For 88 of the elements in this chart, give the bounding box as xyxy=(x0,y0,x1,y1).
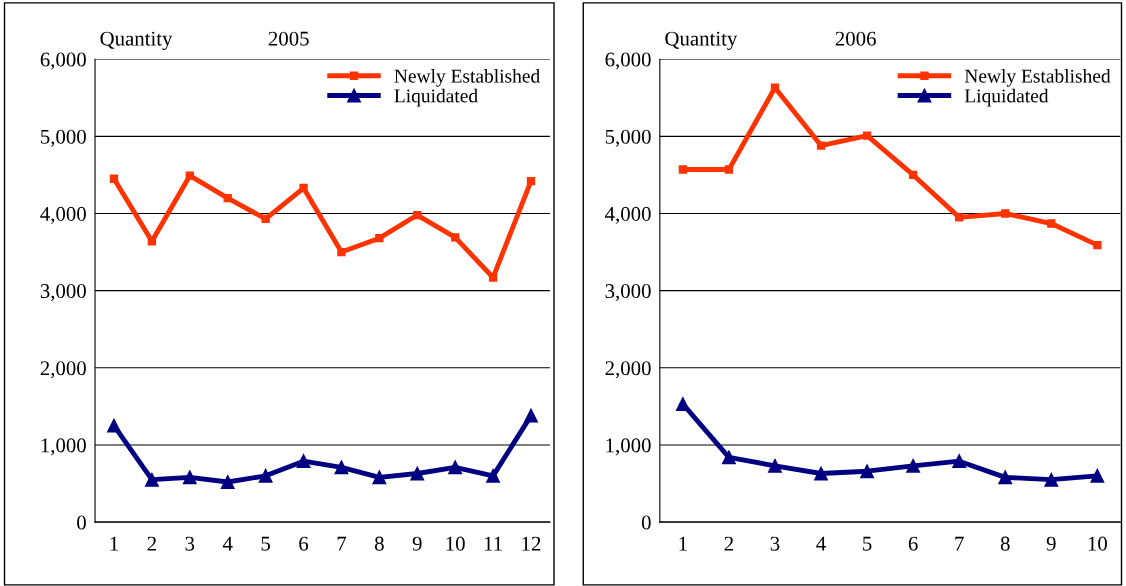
point xyxy=(261,214,270,224)
point xyxy=(814,466,828,481)
y-tick-label: 5,000 xyxy=(41,129,86,147)
y-tick-label: 3,000 xyxy=(40,284,86,302)
x-tick-label: 9 xyxy=(412,536,422,551)
point xyxy=(678,165,688,174)
point xyxy=(220,475,235,489)
point xyxy=(299,183,308,193)
point xyxy=(770,83,780,92)
x-tick-label: 1 xyxy=(110,536,118,551)
legend-label: Newly Established xyxy=(394,69,540,87)
legend-label: Liquidated xyxy=(964,88,1049,107)
point xyxy=(860,464,875,479)
point xyxy=(906,458,921,473)
point xyxy=(908,170,918,180)
point xyxy=(1044,472,1059,487)
point xyxy=(862,131,872,140)
point xyxy=(375,234,384,243)
y-tick-label: 1,000 xyxy=(606,438,651,456)
x-tick-label: 10 xyxy=(1088,536,1107,551)
x-tick-label: 7 xyxy=(955,536,964,551)
point xyxy=(1047,219,1056,228)
y-tick-label: 2,000 xyxy=(40,361,86,379)
chart-title: 2005 xyxy=(268,31,309,46)
point xyxy=(334,460,349,475)
y-tick-label: 4,000 xyxy=(605,206,651,224)
point xyxy=(223,193,232,203)
x-tick-label: 9 xyxy=(1046,536,1056,551)
y-tick-label: 5,000 xyxy=(605,129,651,147)
x-tick-label: 8 xyxy=(1000,536,1010,551)
x-tick-label: 2 xyxy=(147,536,156,551)
point xyxy=(448,460,463,475)
x-tick-label: 3 xyxy=(185,536,195,551)
y-axis-title: Quantity xyxy=(665,31,738,50)
x-tick-label: 7 xyxy=(337,536,347,551)
y-tick-label: 3,000 xyxy=(605,284,651,302)
point xyxy=(998,470,1013,485)
y-tick-label: 0 xyxy=(641,515,651,530)
point xyxy=(296,454,311,469)
point xyxy=(185,171,194,180)
x-tick-label: 5 xyxy=(863,536,872,551)
point xyxy=(768,458,782,473)
x-tick-label: 6 xyxy=(908,536,918,551)
point xyxy=(410,466,425,481)
x-tick-label: 2 xyxy=(724,536,733,551)
point xyxy=(1090,468,1105,483)
x-tick-label: 8 xyxy=(374,536,384,551)
point xyxy=(675,397,690,412)
point xyxy=(1001,209,1010,218)
point xyxy=(109,174,119,183)
point xyxy=(524,408,538,423)
y-tick-label: 1,000 xyxy=(41,438,86,456)
chart-title: 2006 xyxy=(835,31,876,46)
y-tick-label: 4,000 xyxy=(40,206,86,224)
point xyxy=(182,470,197,485)
x-tick-label: 6 xyxy=(299,536,309,551)
x-tick-label: 3 xyxy=(770,536,780,551)
x-tick-label: 10 xyxy=(446,536,465,551)
y-tick-label: 6,000 xyxy=(605,52,651,70)
point xyxy=(721,450,736,465)
x-tick-label: 4 xyxy=(816,536,826,551)
point xyxy=(724,165,734,174)
point xyxy=(1093,240,1102,250)
y-tick-label: 6,000 xyxy=(40,52,86,70)
legend-label: Newly Established xyxy=(964,69,1111,87)
point xyxy=(147,237,157,246)
legend-label: Liquidated xyxy=(394,88,478,107)
point xyxy=(372,470,387,485)
x-tick-label: 11 xyxy=(484,536,502,551)
point xyxy=(952,454,967,469)
point xyxy=(450,233,460,242)
point xyxy=(107,418,121,433)
x-tick-label: 1 xyxy=(679,536,687,551)
point xyxy=(413,210,422,220)
x-tick-label: 5 xyxy=(261,536,271,551)
y-tick-label: 2,000 xyxy=(605,361,651,379)
point xyxy=(144,472,159,487)
y-tick-label: 0 xyxy=(77,515,86,530)
point xyxy=(258,468,273,483)
point xyxy=(337,247,346,257)
y-axis-title: Quantity xyxy=(100,31,173,50)
point xyxy=(526,176,536,186)
point xyxy=(488,273,498,282)
point xyxy=(955,213,964,222)
point xyxy=(816,141,826,150)
point xyxy=(486,468,501,483)
x-tick-label: 4 xyxy=(222,536,233,551)
x-tick-label: 12 xyxy=(522,536,541,551)
